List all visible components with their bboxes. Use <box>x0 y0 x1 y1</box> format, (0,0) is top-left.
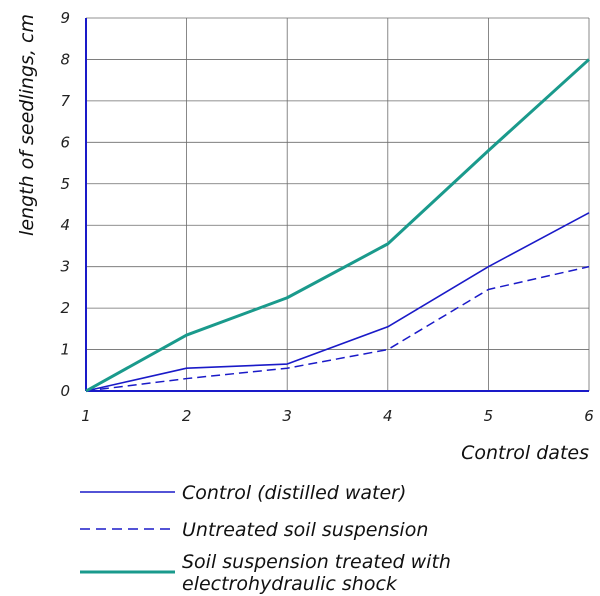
legend-label-treated-line-1: Soil suspension treated with <box>182 551 451 573</box>
y-tick-label: 5 <box>60 175 70 193</box>
y-axis-label: length of seedlings, cm <box>16 14 38 236</box>
series-line-1 <box>85 212 590 392</box>
y-tick-label: 9 <box>60 9 70 27</box>
y-tick-label: 1 <box>60 341 70 359</box>
y-tick-label: 2 <box>60 299 70 317</box>
x-tick-label: 3 <box>282 407 292 425</box>
x-tick-label: 1 <box>81 407 91 425</box>
y-tick-label: 0 <box>60 382 70 400</box>
series-line-3 <box>85 58 591 393</box>
y-tick-label: 7 <box>60 92 70 110</box>
y-tick-label: 8 <box>60 50 70 68</box>
y-tick-label: 3 <box>60 258 70 276</box>
series-lines <box>85 58 591 393</box>
series-line-2 <box>85 265 590 392</box>
grid-lines <box>86 17 590 391</box>
legend-label-treated-line-2: electrohydraulic shock <box>182 573 398 595</box>
y-tick-label: 6 <box>60 133 70 151</box>
y-tick-label: 4 <box>60 216 70 234</box>
x-tick-label: 6 <box>584 407 594 425</box>
legend: Control (distilled water) Untreated soil… <box>80 482 451 595</box>
x-axis-label: Control dates <box>461 442 589 464</box>
x-tick-label: 4 <box>383 407 393 425</box>
legend-label-untreated: Untreated soil suspension <box>182 519 428 541</box>
axes <box>85 18 589 392</box>
legend-label-control: Control (distilled water) <box>182 482 406 504</box>
x-tick-label: 2 <box>182 407 192 425</box>
x-tick-label: 5 <box>484 407 494 425</box>
